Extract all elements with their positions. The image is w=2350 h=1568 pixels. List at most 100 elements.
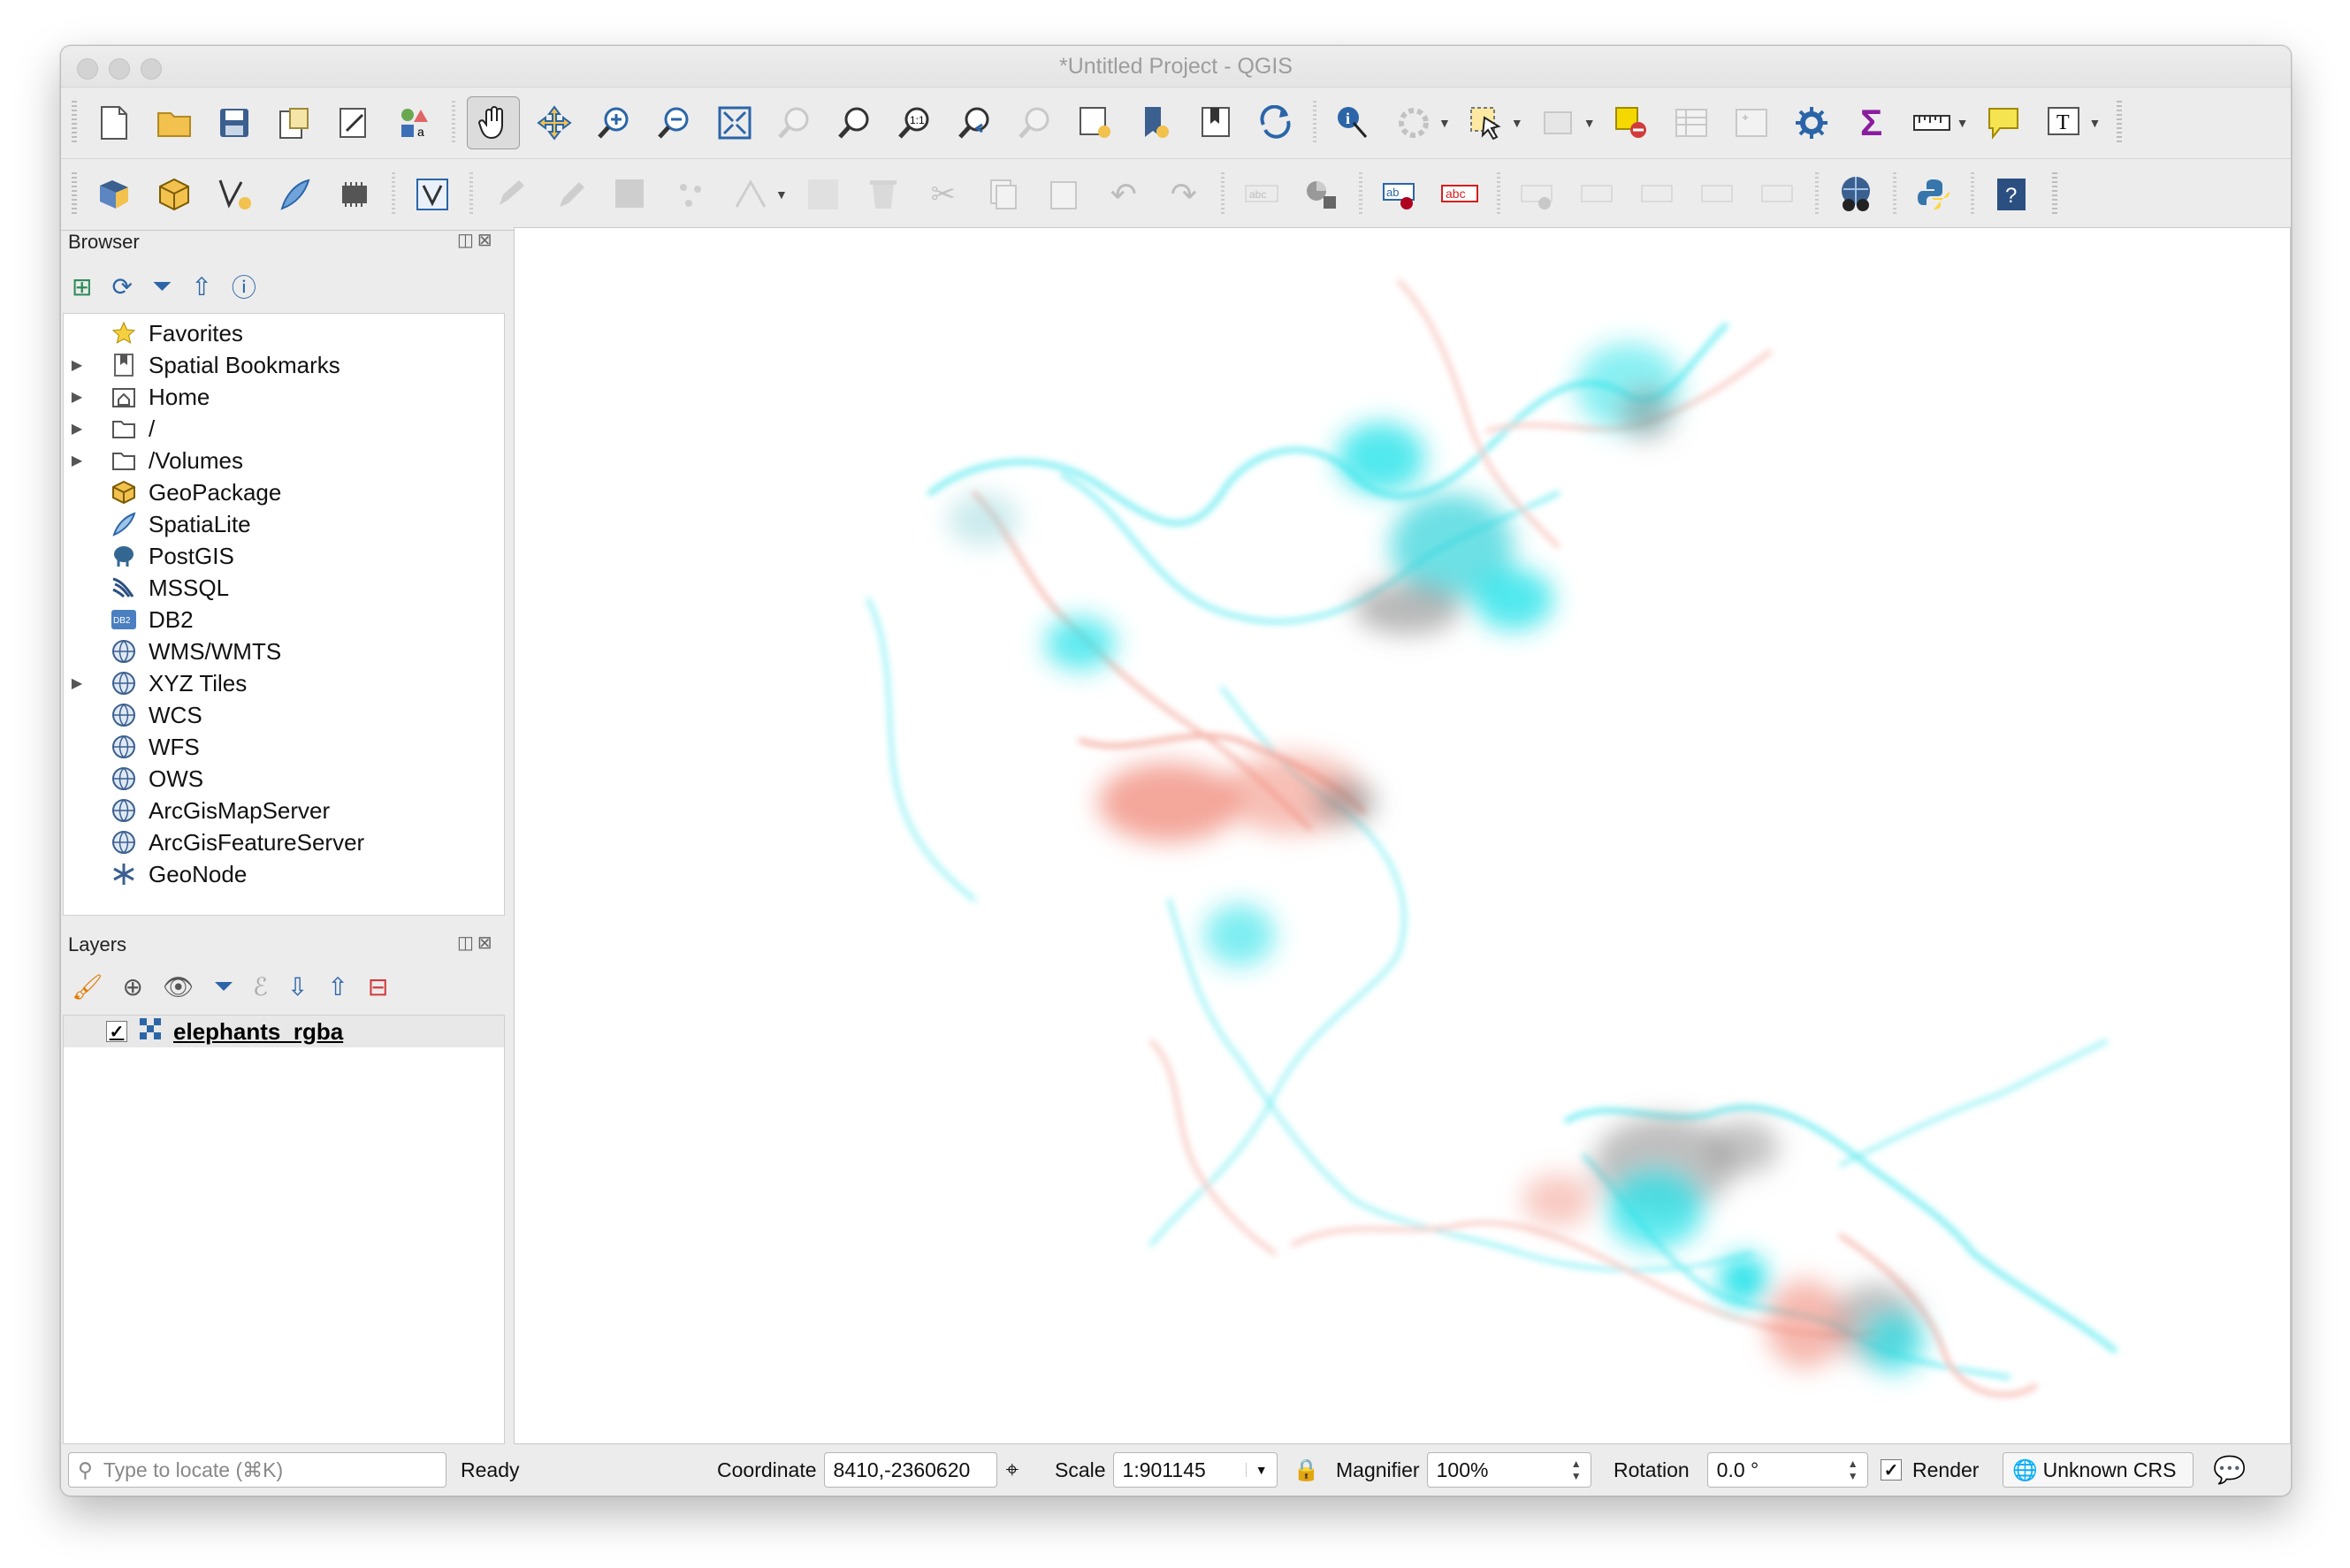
- browser-item[interactable]: OWS: [64, 763, 203, 795]
- new-temporary-scratch-layer-icon[interactable]: [329, 169, 380, 220]
- new-project-icon[interactable]: [88, 97, 140, 148]
- help-contents-icon[interactable]: ?: [1986, 169, 2037, 220]
- edit-label-icon[interactable]: [1752, 169, 1804, 220]
- zoom-last-icon[interactable]: [950, 97, 1001, 148]
- actions-icon[interactable]: [1388, 97, 1439, 148]
- chevron-down-icon[interactable]: ▼: [1510, 116, 1523, 130]
- paste-features-icon[interactable]: [1038, 169, 1089, 220]
- close-icon[interactable]: ⊠: [477, 231, 496, 250]
- move-label-icon[interactable]: [1572, 169, 1623, 220]
- save-project-icon[interactable]: [209, 97, 260, 148]
- manage-map-themes-icon[interactable]: 👁: [163, 973, 195, 1001]
- filter-icon[interactable]: ⏷: [151, 271, 172, 300]
- layer-styling-icon[interactable]: 🖌: [72, 973, 103, 1001]
- browser-item[interactable]: ▶ XYZ Tiles: [64, 667, 247, 699]
- browser-item[interactable]: Favorites: [64, 317, 243, 349]
- statistical-summary-icon[interactable]: Σ: [1859, 102, 1883, 143]
- text-annotation-icon[interactable]: T: [2038, 97, 2089, 148]
- crs-button[interactable]: 🌐 Unknown CRS: [2003, 1452, 2194, 1488]
- add-group-icon[interactable]: ⊕: [122, 973, 144, 1001]
- zoom-to-selection-icon[interactable]: [769, 97, 820, 148]
- highlight-pinned-labels-icon[interactable]: ab: [1374, 169, 1425, 220]
- zoom-out-icon[interactable]: [649, 97, 700, 148]
- locator-search-field[interactable]: ⚲ Type to locate (⌘K): [68, 1452, 446, 1488]
- browser-item[interactable]: ArcGisMapServer: [64, 795, 330, 826]
- zoom-native-resolution-icon[interactable]: 1:1: [889, 97, 941, 148]
- browser-item[interactable]: ArcGisFeatureServer: [64, 826, 364, 858]
- pan-to-selection-icon[interactable]: [529, 97, 580, 148]
- select-features-icon[interactable]: [1461, 97, 1512, 148]
- current-edits-icon[interactable]: [484, 169, 536, 220]
- add-selected-layers-icon[interactable]: ⊞: [72, 272, 93, 301]
- redo-icon[interactable]: ↷: [1170, 176, 1197, 212]
- change-label-properties-icon[interactable]: [1692, 169, 1743, 220]
- processing-toolbox-icon[interactable]: [1786, 97, 1837, 148]
- rotation-spinbox[interactable]: 0.0 ° ▲ ▼: [1706, 1452, 1868, 1488]
- close-icon[interactable]: ⊠: [477, 933, 496, 953]
- refresh-icon[interactable]: [1250, 97, 1301, 148]
- layer-labeling-options-icon[interactable]: abc: [1236, 169, 1287, 220]
- expand-arrow-icon[interactable]: ▶: [71, 422, 83, 437]
- new-geopackage-layer-icon[interactable]: [149, 169, 200, 220]
- layer-diagram-options-icon[interactable]: [1296, 169, 1347, 220]
- open-project-icon[interactable]: [149, 97, 200, 148]
- zoom-next-icon[interactable]: [1010, 97, 1061, 148]
- map-canvas[interactable]: [514, 227, 2291, 1444]
- render-checkbox[interactable]: ✓: [1881, 1459, 1902, 1480]
- browser-item[interactable]: MSSQL: [64, 572, 229, 604]
- browser-item[interactable]: SpatiaLite: [64, 508, 251, 540]
- layout-manager-icon[interactable]: [329, 97, 380, 148]
- undock-icon[interactable]: ◫: [457, 933, 477, 953]
- spinner-arrows-icon[interactable]: ▲ ▼: [1847, 1458, 1858, 1482]
- style-manager-icon[interactable]: a: [389, 97, 440, 148]
- copy-features-icon[interactable]: [978, 169, 1029, 220]
- info-icon[interactable]: ⓘ: [231, 274, 256, 301]
- expand-all-icon[interactable]: ⇩: [286, 973, 309, 1001]
- lock-scale-icon[interactable]: 🔒: [1293, 1458, 1320, 1482]
- vertex-tool-icon[interactable]: [725, 169, 776, 220]
- digitize-point-icon[interactable]: [665, 169, 716, 220]
- browser-item[interactable]: ▶ /Volumes: [64, 445, 243, 476]
- show-bookmarks-icon[interactable]: [1190, 97, 1241, 148]
- toggle-extents-icon[interactable]: ⌖: [1005, 1456, 1019, 1482]
- browser-item[interactable]: ▶ Spatial Bookmarks: [64, 349, 340, 381]
- messages-icon[interactable]: 💬: [2213, 1455, 2247, 1485]
- zoom-in-icon[interactable]: [589, 97, 640, 148]
- expand-arrow-icon[interactable]: ▶: [71, 390, 83, 405]
- field-calculator-icon[interactable]: [1726, 97, 1777, 148]
- browser-item[interactable]: GeoNode: [64, 858, 247, 890]
- browser-item[interactable]: PostGIS: [64, 540, 234, 572]
- expand-arrow-icon[interactable]: ▶: [71, 676, 83, 691]
- pan-map-icon[interactable]: [467, 96, 520, 149]
- select-by-value-icon[interactable]: [1533, 97, 1584, 148]
- browser-item[interactable]: WFS: [64, 731, 200, 763]
- python-console-icon[interactable]: [1908, 169, 1959, 220]
- browser-item[interactable]: WMS/WMTS: [64, 636, 281, 667]
- rotate-label-icon[interactable]: [1632, 169, 1683, 220]
- metasearch-icon[interactable]: [1830, 169, 1881, 220]
- browser-item[interactable]: ▶ Home: [64, 381, 210, 413]
- collapse-all-icon[interactable]: ⇧: [191, 272, 212, 301]
- close-window-button[interactable]: [77, 58, 98, 80]
- browser-item[interactable]: WCS: [64, 699, 202, 731]
- new-print-layout-icon[interactable]: [269, 97, 320, 148]
- remove-layer-icon[interactable]: ⊟: [367, 973, 389, 1001]
- layer-visibility-checkbox[interactable]: ✓: [106, 1021, 127, 1042]
- browser-item[interactable]: GeoPackage: [64, 476, 281, 508]
- chevron-down-icon[interactable]: ▼: [775, 187, 788, 202]
- spinner-arrows-icon[interactable]: ▲ ▼: [1570, 1458, 1582, 1482]
- zoom-to-layer-icon[interactable]: [829, 97, 881, 148]
- measure-line-icon[interactable]: [1906, 97, 1957, 148]
- new-spatialite-layer-icon[interactable]: [269, 169, 320, 220]
- chevron-down-icon[interactable]: ▼: [1956, 116, 1969, 130]
- minimize-window-button[interactable]: [109, 58, 130, 80]
- filter-by-expression-icon[interactable]: ℰ: [252, 973, 268, 1001]
- show-hide-labels-icon[interactable]: [1512, 169, 1563, 220]
- toolbar-grip[interactable]: [2117, 101, 2123, 145]
- cut-features-icon[interactable]: ✂: [930, 178, 957, 211]
- undock-icon[interactable]: ◫: [457, 231, 477, 250]
- chevron-down-icon[interactable]: ▼: [1245, 1463, 1268, 1477]
- attribute-table-icon[interactable]: [1666, 97, 1717, 148]
- save-edits-icon[interactable]: [605, 169, 656, 220]
- toolbar-grip[interactable]: [72, 172, 77, 217]
